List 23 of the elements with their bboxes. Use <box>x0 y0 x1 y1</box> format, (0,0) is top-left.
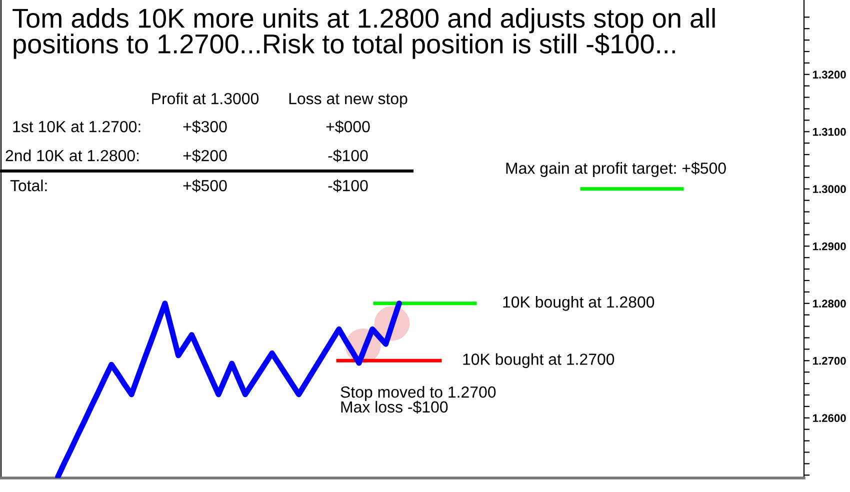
annotation: 2nd 10K at 1.2800: <box>6 150 139 162</box>
y-tick-label: 1.2600 <box>813 414 846 422</box>
annotation: Total: <box>10 180 47 192</box>
annotation: +$000 <box>326 120 370 134</box>
annotation: -$100 <box>328 179 368 192</box>
y-tick-label: 1.3200 <box>813 70 846 79</box>
annotation: 1st 10K at 1.2700: <box>13 120 140 132</box>
annotation: -$100 <box>328 149 368 162</box>
ref-line-label: 10K bought at 1.2700 <box>463 353 614 368</box>
y-tick-label: 1.3100 <box>813 128 846 136</box>
text: Tom adds 10K more units at 1.2800 and adjusts stop on all positions to 1.2700...Risk to total position is still -$100... <box>12 8 715 59</box>
y-tick-label: 1.2900 <box>813 242 846 250</box>
annotation: Stop moved to 1.2700 Max loss -$100 <box>340 386 496 414</box>
annotation: Loss at new stop <box>289 93 408 108</box>
ref-line-label: Max gain at profit target: +$500 <box>506 162 726 178</box>
ref-line-label: 10K bought at 1.2800 <box>503 296 654 311</box>
y-tick-label: 1.2800 <box>813 300 846 308</box>
annotation: +$200 <box>183 149 227 162</box>
y-tick-label: 1.3000 <box>813 185 846 194</box>
annotation: +$300 <box>183 120 227 134</box>
annotation: Profit at 1.3000 <box>152 92 259 104</box>
annotation: +$500 <box>183 179 227 192</box>
y-tick-label: 1.2700 <box>813 356 846 365</box>
